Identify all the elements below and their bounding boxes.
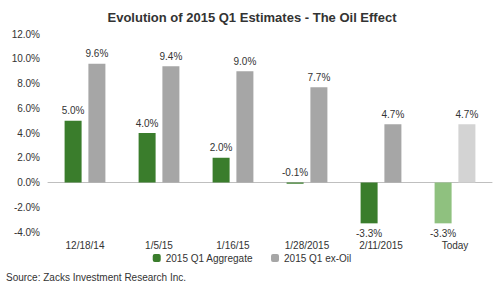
svg-text:9.4%: 9.4%	[160, 51, 183, 62]
svg-text:5.0%: 5.0%	[62, 105, 85, 116]
svg-text:2/11/2015: 2/11/2015	[359, 240, 403, 251]
svg-text:-3.3%: -3.3%	[356, 228, 382, 239]
svg-text:4.7%: 4.7%	[382, 109, 405, 120]
svg-text:9.6%: 9.6%	[86, 48, 109, 59]
svg-text:8.0%: 8.0%	[17, 78, 40, 89]
svg-text:4.0%: 4.0%	[136, 118, 159, 129]
svg-text:10.0%: 10.0%	[12, 53, 40, 64]
svg-text:2015 Q1 Aggregate: 2015 Q1 Aggregate	[166, 253, 253, 264]
svg-text:0.0%: 0.0%	[17, 177, 40, 188]
svg-text:7.7%: 7.7%	[308, 72, 331, 83]
svg-text:2.0%: 2.0%	[210, 142, 233, 153]
svg-text:1/5/15: 1/5/15	[145, 240, 173, 251]
svg-text:12/18/14: 12/18/14	[66, 240, 105, 251]
svg-text:2.0%: 2.0%	[17, 152, 40, 163]
svg-text:4.7%: 4.7%	[456, 109, 479, 120]
svg-text:Evolution of 2015 Q1 Estimates: Evolution of 2015 Q1 Estimates - The Oil…	[108, 10, 398, 25]
svg-text:1/16/15: 1/16/15	[216, 240, 250, 251]
svg-text:9.0%: 9.0%	[234, 56, 257, 67]
svg-text:4.0%: 4.0%	[17, 128, 40, 139]
svg-text:Today: Today	[442, 240, 469, 251]
svg-text:2015 Q1 ex-Oil: 2015 Q1 ex-Oil	[284, 253, 351, 264]
svg-text:-0.1%: -0.1%	[282, 167, 308, 178]
svg-text:1/28/2015: 1/28/2015	[285, 240, 330, 251]
svg-text:-3.3%: -3.3%	[430, 228, 456, 239]
svg-text:Source: Zacks Investment Resea: Source: Zacks Investment Research Inc.	[6, 272, 186, 283]
svg-text:12.0%: 12.0%	[12, 29, 40, 40]
svg-text:-2.0%: -2.0%	[14, 202, 40, 213]
svg-text:-4.0%: -4.0%	[14, 227, 40, 238]
svg-text:6.0%: 6.0%	[17, 103, 40, 114]
